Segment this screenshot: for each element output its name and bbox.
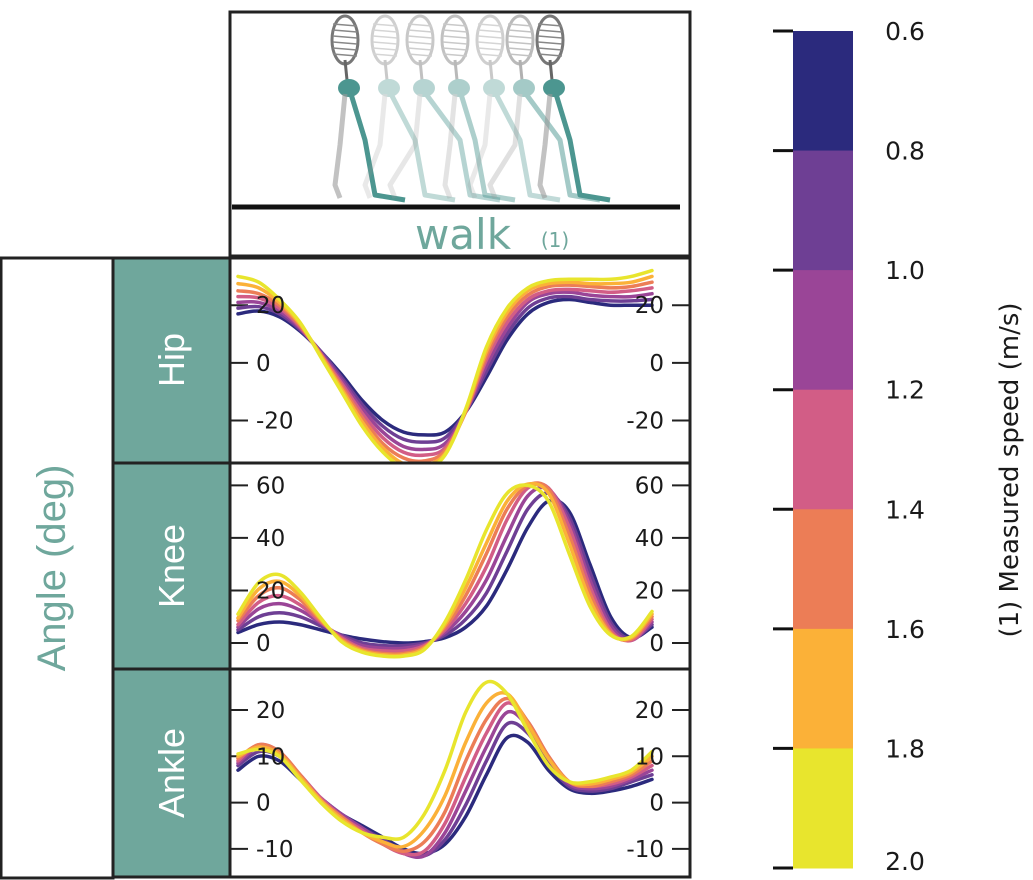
walk-label: walk (415, 210, 512, 259)
row-label-hip-text: Hip (151, 333, 192, 387)
knee-tick-label-left: 20 (256, 578, 285, 604)
plot-panel-hip-content: -20 -20 0 0 20 20 (230, 268, 690, 473)
knee-tick-label-left: 40 (256, 526, 285, 552)
knee-series-line-0.8 (236, 491, 654, 648)
plot-panel-knee: 0 0 20 20 40 40 60 60 (228, 461, 692, 671)
hip-tick-label-right: 20 (635, 293, 664, 319)
walk-label-superscript: (1) (541, 228, 569, 252)
hip-tick-label-left: -20 (256, 409, 294, 435)
colorbar-tick-label: 1.2 (885, 376, 925, 405)
skeleton-figure (535, 14, 611, 203)
y-axis-label-frame (0, 256, 115, 880)
knee-tick-label-left: 0 (256, 631, 271, 657)
skeleton-figure (330, 14, 406, 203)
row-label-ankle-background (111, 667, 232, 879)
colorbar-segment (793, 628, 853, 749)
colorbar-tick-label: 0.6 (885, 17, 925, 46)
colorbar-tick-label: 1.4 (885, 495, 925, 524)
hip-tick-label-left: 0 (256, 351, 271, 377)
colorbar-tick-label: 1.8 (885, 734, 925, 763)
ankle-tick-label-right: 10 (635, 744, 664, 770)
ankle-tick-label-right: 20 (635, 698, 664, 724)
row-label-hip: Hip (111, 256, 232, 465)
hip-series-line-2 (236, 268, 654, 473)
row-label-ankle-text: Ankle (151, 728, 192, 818)
ankle-tick-label-left: -10 (256, 837, 294, 863)
hip-tick-label-right: -20 (626, 409, 664, 435)
ankle-tick-label-right: 0 (649, 791, 664, 817)
colorbar-segment (793, 389, 853, 510)
hip-tick-label-right: 0 (649, 351, 664, 377)
skeleton-figure (387, 14, 501, 203)
walk-illustration-panel: walk (1) (228, 10, 692, 259)
knee-tick-label-right: 40 (635, 526, 664, 552)
colorbar-tick-label: 1.0 (885, 256, 925, 285)
row-label-hip-background (111, 256, 232, 465)
skeleton-figure (440, 14, 516, 203)
colorbar-segment (793, 748, 853, 869)
row-label-knee: Knee (111, 461, 232, 671)
knee-series-line-2 (236, 483, 654, 659)
colorbar-tick-label: 1.6 (885, 615, 925, 644)
illustration-frame (228, 10, 692, 258)
speed-colorbar: 0.6 0.8 1.0 1.2 1.4 1.6 1.8 2.0 (773, 17, 925, 876)
ankle-tick-label-left: 10 (256, 744, 285, 770)
knee-tick-label-right: 20 (635, 578, 664, 604)
knee-series-line-0.6 (236, 498, 654, 645)
colorbar-tick-label: 2.0 (885, 847, 925, 876)
knee-tick-label-right: 0 (649, 631, 664, 657)
plot-panel-ankle-content: -10 -10 0 0 10 10 20 20 (230, 679, 690, 863)
knee-tick-label-left: 60 (256, 473, 285, 499)
ankle-series-line-2 (236, 679, 654, 841)
knee-tick-label-right: 60 (635, 473, 664, 499)
colorbar-segment (793, 31, 853, 152)
knee-series-line-1 (236, 485, 654, 651)
colorbar-tick-label: 0.8 (885, 137, 925, 166)
colorbar-segment (793, 509, 853, 630)
ankle-tick-label-left: 0 (256, 791, 271, 817)
ankle-tick-label-left: 20 (256, 698, 285, 724)
colorbar-segment (793, 150, 853, 271)
colorbar-segment (793, 270, 853, 391)
skeleton-figure (362, 14, 456, 203)
y-axis-label: Angle (deg) (30, 465, 74, 672)
row-label-ankle: Ankle (111, 667, 232, 879)
walking-skeleton-icon (330, 14, 611, 203)
ankle-tick-label-right: -10 (626, 837, 664, 863)
y-axis-label-box: Angle (deg) (0, 256, 115, 880)
hip-tick-label-left: 20 (256, 293, 285, 319)
colorbar-label: (1) Measured speed (m/s) (995, 302, 1025, 637)
row-label-knee-text: Knee (151, 524, 192, 608)
plot-panel-ankle: -10 -10 0 0 10 10 20 20 (228, 667, 692, 879)
plot-panel-knee-content: 0 0 20 20 40 40 60 60 (230, 473, 690, 659)
plot-panel-hip: -20 -20 0 0 20 20 (228, 256, 692, 473)
